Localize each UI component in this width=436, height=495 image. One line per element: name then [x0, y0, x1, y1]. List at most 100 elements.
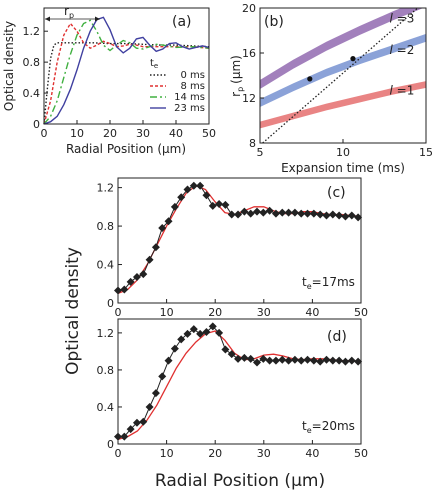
x-tick-label: 40 [305, 447, 319, 460]
rp-arrow-head-right [95, 16, 100, 22]
data-point [183, 329, 192, 338]
band-l1 [260, 81, 426, 129]
data-point [316, 357, 325, 366]
panel-d: 0 10 20 30 40 50 0 0.4 0.8 1.2 (d) te=20ms Radial… [63, 247, 368, 491]
data-point [177, 335, 186, 344]
panel-b-frame [259, 7, 427, 144]
x-tick-label: 10 [336, 146, 350, 159]
data-point [271, 356, 280, 365]
data-point [252, 358, 261, 367]
data-point [183, 185, 192, 194]
y-tick-label: 0 [33, 118, 40, 131]
x-tick-label: 10 [160, 447, 174, 460]
x-tick-label: 50 [354, 447, 368, 460]
data-point [215, 328, 224, 337]
x-tick-label: 5 [257, 146, 264, 159]
data-point [208, 322, 217, 331]
data-point [132, 418, 141, 427]
data-point [221, 200, 230, 209]
data-point [164, 356, 173, 365]
panel-a: 0 10 20 30 40 50 0 0.4 0.8 1.2 (a) rp te 0 ms8 ms… [2, 4, 216, 156]
band-label: l =2 [390, 43, 415, 57]
data-point [170, 344, 179, 353]
data-point [189, 325, 198, 334]
data-point [202, 191, 211, 200]
data-point [259, 354, 268, 363]
data-point [347, 356, 356, 365]
series-line-8ms [43, 22, 210, 125]
data-point [271, 209, 280, 218]
x-tick-label: 20 [103, 127, 117, 140]
data-point [341, 212, 350, 221]
data-point [290, 208, 299, 217]
x-tick-label: 50 [202, 127, 216, 140]
data-point [265, 206, 274, 215]
y-tick-label: 1.2 [97, 327, 115, 340]
x-tick-label: 30 [257, 447, 271, 460]
data-point [354, 357, 363, 366]
data-point [126, 277, 135, 286]
y-tick-label: 0.4 [23, 87, 41, 100]
data-point [215, 199, 224, 208]
panel-d-time-label: te=20ms [302, 419, 355, 435]
panel-a-label: (a) [172, 14, 192, 30]
rp-annotation: rp [45, 4, 100, 22]
panel-c-label: (c) [327, 185, 346, 201]
panel-c-frame [117, 177, 362, 304]
x-tick-label: 30 [257, 306, 271, 319]
data-point [328, 356, 337, 365]
y-tick-label: 1.2 [23, 25, 41, 38]
data-point [208, 201, 217, 210]
data-point [246, 354, 255, 363]
y-tick-label: 0.8 [97, 220, 115, 233]
x-tick-label: 30 [136, 127, 150, 140]
x-tick-label: 40 [305, 306, 319, 319]
band-label: l =1 [390, 84, 415, 98]
data-point [284, 356, 293, 365]
data-point [309, 356, 318, 365]
panel-a-frame [43, 7, 210, 125]
panel-c: 0 10 20 30 40 50 0 0.4 0.8 1.2 (c) te=17ms [97, 177, 368, 319]
data-point [164, 217, 173, 226]
data-point [145, 255, 154, 264]
data-point [290, 355, 299, 364]
x-tick-label: 10 [70, 127, 84, 140]
band-l2 [260, 33, 426, 107]
data-point [278, 355, 287, 364]
y-tick-label: 20 [242, 2, 256, 15]
data-point [234, 354, 243, 363]
data-point [297, 209, 306, 218]
panel-c-time-label: te=17ms [302, 275, 355, 291]
data-point [126, 425, 135, 434]
data-point [347, 211, 356, 220]
band-label: l =3 [390, 12, 415, 26]
data-point [246, 209, 255, 218]
x-tick-label: 20 [208, 306, 222, 319]
panel-b-xlabel: Expansion time (ms) [281, 161, 405, 175]
y-tick-label: 8 [249, 137, 256, 150]
data-point [139, 417, 148, 426]
data-point [202, 327, 211, 336]
data-point [316, 210, 325, 219]
y-tick-label: 12 [242, 92, 256, 105]
data-point [322, 355, 331, 364]
y-tick-label: 0.8 [97, 364, 115, 377]
rp-arrow-head-left [45, 16, 50, 22]
data-point [341, 357, 350, 366]
data-point [297, 356, 306, 365]
x-tick-label: 0 [115, 306, 122, 319]
data-point [328, 210, 337, 219]
y-tick-label: 0 [107, 438, 114, 451]
y-tick-label: 16 [242, 47, 256, 60]
data-point [170, 202, 179, 211]
panel-b-label: (b) [264, 14, 284, 30]
legend-title: te [150, 58, 158, 70]
data-point [196, 181, 205, 190]
data-point [145, 402, 154, 411]
y-tick-label: 0.8 [23, 56, 41, 69]
panel-d-xlabel: Radial Position (μm) [155, 471, 325, 491]
data-point [227, 210, 236, 219]
data-point [303, 355, 312, 364]
rp-annotation-label: rp [64, 4, 74, 20]
